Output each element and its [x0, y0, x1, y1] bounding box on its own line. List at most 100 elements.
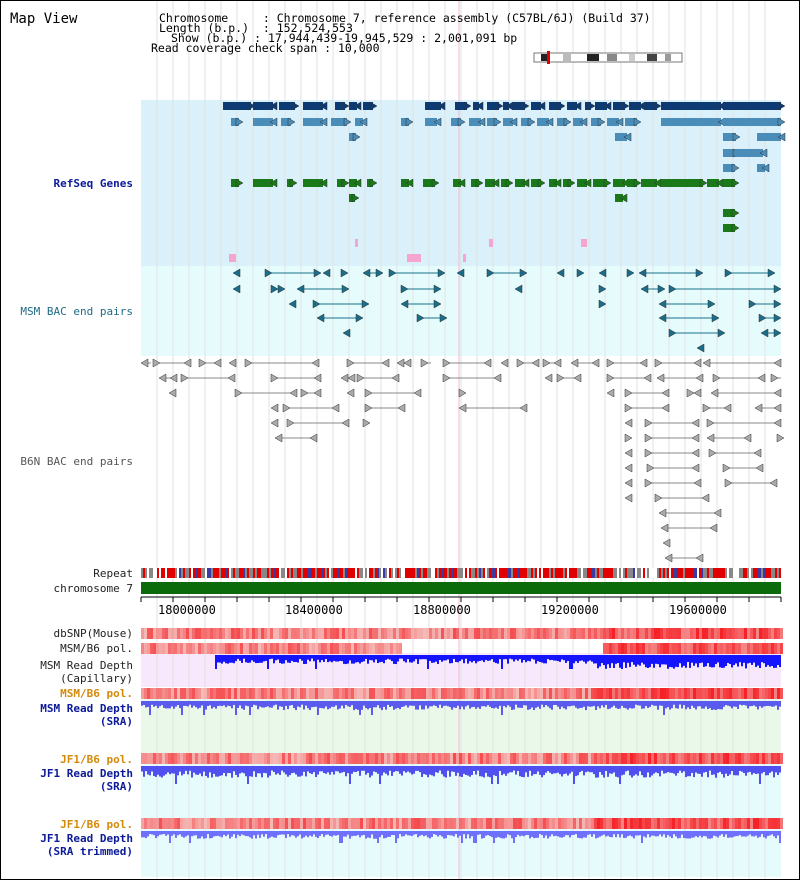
jf1-b6-polymorphism-cell — [657, 753, 660, 764]
jf1-b6-polymorphism-cell — [606, 753, 609, 764]
msm-capillary-depth-bar — [621, 655, 623, 669]
jf1-sra-depth-bar — [223, 766, 225, 773]
ideogram-band — [541, 54, 547, 61]
jf1-sra-depth-bar — [391, 766, 393, 776]
jf1-trimmed-depth-bar — [735, 831, 737, 837]
repeat-block — [541, 568, 543, 578]
track-label-chromosome[interactable]: chromosome 7 — [53, 582, 133, 595]
dbsnp-density-cell — [204, 628, 207, 639]
jf1-trimmed-depth-bar — [595, 831, 597, 839]
jf1-b6-polymorphism-cell — [645, 753, 648, 764]
msm-sra-depth-bar — [243, 701, 245, 710]
track-label-msm-b6-pol-2[interactable]: MSM/B6 pol. — [60, 687, 133, 700]
repeat-block — [201, 568, 203, 578]
jf1-trimmed-depth-bar — [771, 831, 773, 835]
jf1-trimmed-depth-bar — [409, 831, 411, 836]
msm-sra-depth-bar — [561, 701, 563, 707]
msm-capillary-depth-bar — [539, 655, 541, 663]
jf1-b6-polymorphism-cell — [315, 753, 318, 764]
msm-capillary-depth-bar — [671, 655, 673, 668]
dbsnp-density-cell — [378, 628, 381, 639]
jf1-trimmed-depth-bar — [503, 831, 505, 839]
jf1-b6-polymorphism-cell — [261, 753, 264, 764]
msm-b6-polymorphism-cell — [267, 688, 270, 699]
msm-sra-depth-bar — [409, 701, 411, 706]
b6n-bac-end — [695, 373, 704, 383]
track-label-jf1-b6-pol-2[interactable]: JF1/B6 pol. — [60, 818, 133, 831]
repeat-block — [565, 568, 567, 578]
jf1-sra-depth-bar — [627, 766, 629, 771]
jf1-trimmed-depth-bar — [345, 831, 347, 837]
msm-b6-polymorphism-cell — [624, 688, 627, 699]
msm-sra-depth-bar — [235, 701, 237, 715]
msm-capillary-depth-bar — [685, 655, 687, 668]
jf1-trimmed-depth-bar — [317, 831, 319, 839]
track-label-jf1-read-depth-sra[interactable]: JF1 Read Depth — [40, 767, 133, 780]
msm-b6-polymorphism-cell — [654, 643, 657, 654]
dbsnp-density-cell — [609, 628, 612, 639]
jf1-b6-polymorphism-cell — [564, 753, 567, 764]
b6n-bac-end — [644, 448, 653, 458]
track-label-b6n-bac[interactable]: B6N BAC end pairs — [20, 455, 133, 468]
jf1-b6-polymorphism-cell — [270, 753, 273, 764]
track-label-msm-sra-suffix: (SRA) — [99, 715, 133, 728]
msm-sra-depth-bar — [211, 701, 213, 709]
gene-exon — [661, 118, 721, 126]
msm-sra-depth-bar — [609, 701, 611, 709]
track-label-msm-bac[interactable]: MSM BAC end pairs — [20, 305, 133, 318]
msm-b6-polymorphism-cell — [168, 688, 171, 699]
gene-strand-arrow — [563, 117, 572, 127]
repeat-block — [269, 568, 271, 578]
track-label-dbsnp[interactable]: dbSNP(Mouse) — [53, 627, 133, 640]
gene-exon — [453, 179, 461, 187]
repeat-block — [463, 568, 465, 578]
msm-bac-end — [433, 284, 442, 294]
gene-exon — [487, 102, 499, 110]
track-label-msm-read-depth-sra[interactable]: MSM Read Depth — [40, 702, 133, 715]
repeat-block — [381, 568, 383, 578]
gene-exon — [531, 102, 541, 110]
dbsnp-density-cell — [375, 628, 378, 639]
msm-sra-depth-bar — [419, 701, 421, 706]
msm-b6-polymorphism-cell — [357, 643, 360, 654]
msm-capillary-depth-bar — [227, 655, 229, 664]
track-label-jf1-b6-pol-1[interactable]: JF1/B6 pol. — [60, 753, 133, 766]
msm-sra-depth-bar — [559, 701, 561, 710]
jf1-trimmed-depth-bar — [681, 831, 683, 835]
msm-sra-depth-bar — [273, 701, 275, 706]
repeat-block — [283, 568, 285, 578]
msm-sra-depth-bar — [251, 701, 253, 708]
jf1-trimmed-depth-bar — [585, 831, 587, 838]
dbsnp-density-cell — [687, 628, 690, 639]
msm-b6-polymorphism-cell — [162, 688, 165, 699]
jf1-b6-polymorphism-cell — [558, 818, 561, 829]
msm-b6-polymorphism-cell — [279, 688, 282, 699]
repeat-block — [275, 568, 277, 578]
track-label-msm-b6-pol-1[interactable]: MSM/B6 pol. — [60, 642, 133, 655]
jf1-b6-polymorphism-cell — [159, 753, 162, 764]
jf1-sra-depth-bar — [531, 766, 533, 776]
track-label-jf1-read-depth-trimmed[interactable]: JF1 Read Depth — [40, 832, 133, 845]
jf1-sra-depth-bar — [553, 766, 555, 774]
jf1-b6-polymorphism-cell — [669, 753, 672, 764]
ideogram-band — [629, 54, 635, 61]
msm-capillary-depth-bar — [631, 655, 633, 663]
msm-sra-depth-bar — [663, 701, 665, 715]
b6n-bac-end — [286, 418, 295, 428]
track-label-msm-read-depth-capillary[interactable]: MSM Read Depth — [40, 659, 133, 672]
msm-sra-depth-bar — [397, 701, 399, 708]
track-label-refseq-genes[interactable]: RefSeq Genes — [53, 177, 133, 190]
jf1-trimmed-depth-bar — [675, 831, 677, 837]
jf1-trimmed-depth-bar — [229, 831, 231, 839]
repeat-block — [391, 568, 393, 578]
gene-strand-arrow — [475, 101, 484, 111]
msm-sra-depth-bar — [153, 701, 155, 707]
b6n-bac-end — [624, 463, 633, 473]
b6n-bac-end — [531, 358, 540, 368]
track-label-repeat[interactable]: Repeat — [93, 567, 133, 580]
chromosome-info-row: Chromosome : Chromosome 7, reference ass… — [159, 11, 651, 25]
repeat-block — [357, 568, 359, 578]
msm-b6-polymorphism-cell — [513, 688, 516, 699]
msm-b6-polymorphism-cell — [573, 688, 576, 699]
